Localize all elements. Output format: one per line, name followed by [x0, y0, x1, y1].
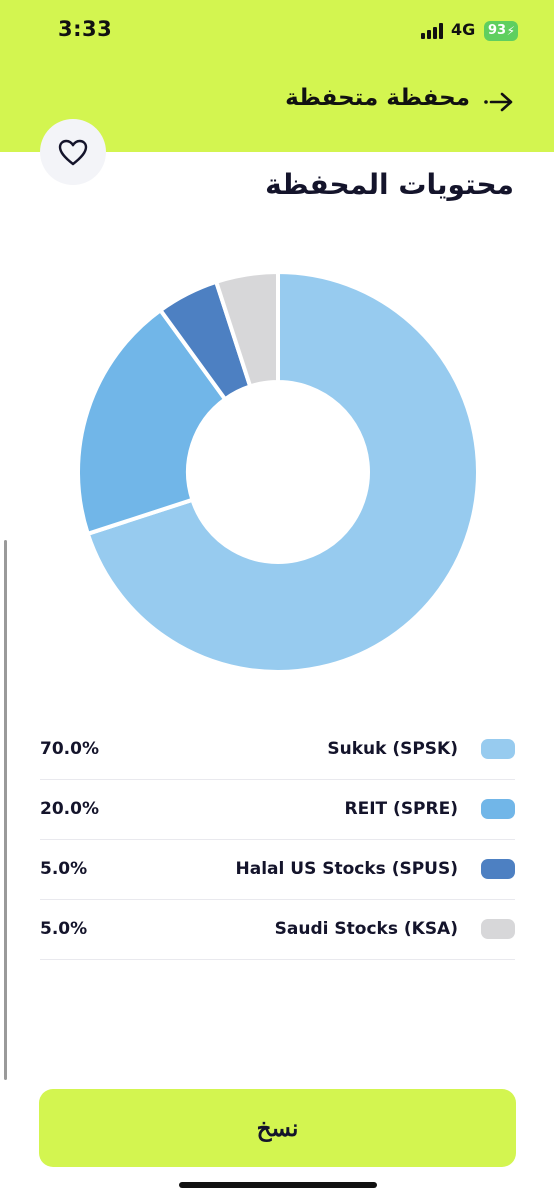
legend-swatch [481, 919, 515, 939]
legend-row: 5.0% Halal US Stocks (SPUS) [40, 840, 515, 900]
page-title: محفظة متحفظة [285, 85, 470, 111]
scrollbar[interactable] [4, 540, 7, 1080]
donut-slice [76, 308, 228, 536]
legend-percent: 70.0% [40, 739, 99, 759]
favorite-button[interactable] [40, 119, 106, 185]
legend-swatch [481, 739, 515, 759]
legend-row: 5.0% Saudi Stocks (KSA) [40, 900, 515, 960]
holdings-donut-chart [76, 270, 480, 674]
heart-icon [58, 139, 88, 165]
legend-percent: 5.0% [40, 859, 88, 879]
network-type: 4G [451, 20, 476, 39]
legend-row: 70.0% Sukuk (SPSK) [40, 720, 515, 780]
donut-slice [214, 270, 280, 389]
legend-row: 20.0% REIT (SPRE) [40, 780, 515, 840]
status-bar: 3:33 4G 93 ⚡ [0, 0, 554, 64]
legend-label: REIT (SPRE) [344, 799, 459, 819]
donut-slice [85, 270, 480, 674]
status-time: 3:33 [58, 17, 113, 41]
legend: 70.0% Sukuk (SPSK) 20.0% REIT (SPRE) 5.0… [40, 720, 515, 960]
section-title: محتويات المحفظة [265, 168, 514, 201]
legend-swatch [481, 859, 515, 879]
legend-percent: 20.0% [40, 799, 99, 819]
legend-label: Sukuk (SPSK) [327, 739, 458, 759]
legend-label: Halal US Stocks (SPUS) [235, 859, 458, 879]
copy-button[interactable]: نسخ [39, 1089, 516, 1167]
arrow-right-icon[interactable] [482, 88, 516, 116]
signal-icon [421, 23, 445, 39]
legend-percent: 5.0% [40, 919, 88, 939]
copy-button-label: نسخ [256, 1114, 299, 1141]
battery-icon: 93 ⚡ [484, 21, 518, 41]
legend-swatch [481, 799, 515, 819]
legend-label: Saudi Stocks (KSA) [274, 919, 458, 939]
home-indicator[interactable] [179, 1182, 377, 1188]
battery-level: 93 [488, 23, 507, 38]
